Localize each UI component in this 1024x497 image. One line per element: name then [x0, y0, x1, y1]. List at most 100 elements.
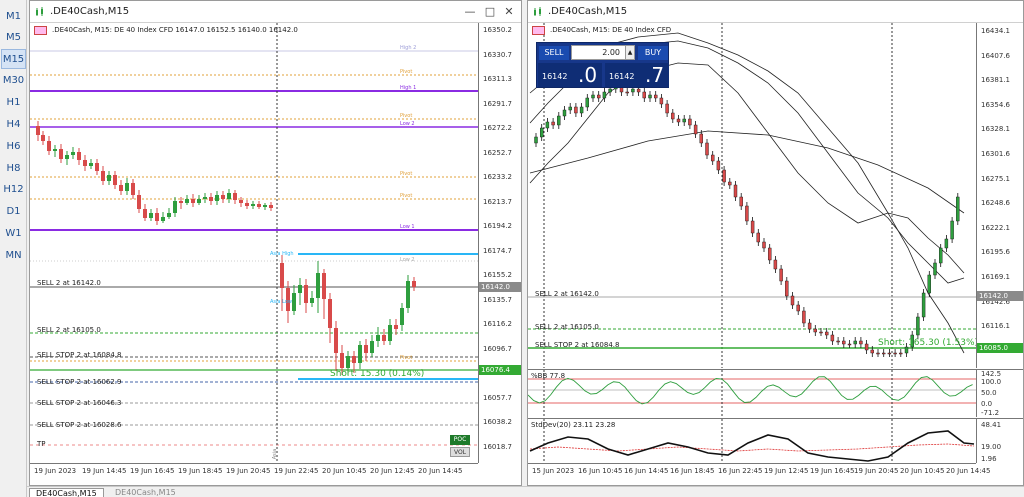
left-price-axis[interactable]: 16350.2 16330.7 16311.3 16291.7 16272.2 16252… [478, 23, 521, 463]
candle-body [41, 135, 45, 141]
timeframe-mn[interactable]: MN [5, 250, 22, 261]
right-price-chart[interactable]: .DE40Cash, M15: DE 40 Index CFD SELL 2 a… [528, 23, 978, 368]
candle-body [653, 94, 658, 99]
candle-body [280, 263, 284, 288]
tab-chart-2[interactable]: DE40Cash,M15 [115, 488, 176, 497]
time-axis-label: 19 Jun 2023 [34, 467, 77, 475]
buy-button[interactable]: BUY [638, 46, 668, 60]
timeframe-m1[interactable]: M1 [6, 11, 21, 22]
candle-body [756, 232, 761, 243]
stddev-panel-label: StdDev(20) 23.11 23.28 [531, 421, 616, 429]
volume-input[interactable]: 2.00 [571, 45, 635, 60]
candle-body [591, 94, 595, 99]
stddev-axis-label: 48.41 [981, 421, 1002, 429]
candle-body [155, 213, 159, 221]
candle-body [688, 118, 692, 126]
timeframe-h1[interactable]: H1 [6, 97, 21, 108]
minimize-icon[interactable]: — [464, 5, 476, 18]
poc-label[interactable]: POC [450, 435, 470, 445]
candle-body [77, 152, 81, 160]
bid-price-button[interactable]: 16142 .0 [538, 63, 602, 87]
timeframe-h6[interactable]: H6 [6, 141, 21, 152]
bid-price-main: 16142 [542, 72, 568, 81]
candle-body [263, 205, 267, 207]
ask-price-big: .7 [645, 63, 665, 87]
timeframe-m5[interactable]: M5 [6, 32, 21, 43]
time-axis-label: 20 Jun 12:45 [370, 467, 415, 475]
short-position-label: Short: 15.30 (0.14%) [330, 369, 425, 379]
timeframe-h4[interactable]: H4 [6, 119, 21, 130]
stddev-line [529, 430, 975, 462]
current-price-box: 16142.0 [977, 291, 1023, 301]
candle-body [113, 175, 117, 185]
timeframe-w1[interactable]: W1 [5, 228, 22, 239]
candle-body [125, 183, 129, 191]
candle-body [767, 247, 772, 261]
tab-chart-1[interactable]: DE40Cash,M15 [29, 488, 104, 497]
price-axis-label: 16272.2 [483, 124, 512, 132]
session-vline-label: Asia [272, 448, 279, 460]
price-axis-label: 16116.2 [483, 320, 512, 328]
candle-body [221, 195, 225, 199]
bb-line [528, 376, 973, 405]
candle-body [710, 154, 715, 162]
time-axis-label: 20 Jun 10:45 [900, 467, 945, 475]
candle-body [59, 149, 63, 159]
right-price-axis[interactable]: 16434.1 16407.6 16381.1 16354.6 16328.1 16301… [976, 23, 1023, 368]
candle-body [71, 152, 75, 155]
ask-price-button[interactable]: 16142 .7 [605, 63, 669, 87]
time-axis-label: 19 Jun 18:45 [178, 467, 223, 475]
price-axis-label: 16155.2 [483, 271, 512, 279]
candle-body [716, 160, 721, 171]
candle-body [579, 106, 584, 114]
timeframe-m30[interactable]: M30 [2, 75, 25, 86]
candle-body [950, 220, 954, 240]
left-time-axis[interactable]: 19 Jun 2023 19 Jun 14:45 19 Jun 16:45 19 Ju… [30, 463, 478, 485]
time-axis-label: 19 Jun 16:45 [810, 467, 855, 475]
candle-body [790, 295, 795, 306]
chart-tabs: DE40Cash,M15 DE40Cash,M15 [27, 486, 1024, 497]
left-price-chart[interactable]: .DE40Cash, M15: DE 40 Index CFD 16147.0 … [30, 23, 478, 463]
left-window-title: .DE40Cash,M15 [50, 6, 130, 17]
sell-button[interactable]: SELL [539, 46, 569, 60]
time-axis-label: 19 Jun 16:45 [130, 467, 175, 475]
timeframe-d1[interactable]: D1 [6, 206, 21, 217]
candle-body [642, 91, 647, 99]
price-axis-label: 16135.7 [483, 295, 512, 304]
candle-body [631, 88, 635, 93]
level-tag: Asia Low [270, 299, 292, 305]
price-axis-label: 16096.7 [483, 344, 512, 353]
candle-body [149, 213, 153, 218]
candle-body [334, 328, 338, 353]
candle-body [847, 343, 852, 346]
candle-body [693, 124, 698, 135]
timeframe-h12[interactable]: H12 [3, 184, 24, 195]
vol-label[interactable]: VOL [450, 447, 470, 457]
maximize-icon[interactable]: □ [484, 5, 496, 18]
candle-body [161, 217, 165, 221]
volume-up-icon[interactable]: ▲ [625, 45, 635, 60]
left-window-titlebar[interactable]: .DE40Cash,M15 — □ ✕ [30, 1, 521, 23]
candle-body [286, 288, 290, 311]
right-window-titlebar[interactable]: .DE40Cash,M15 [528, 1, 1023, 23]
candle-body [316, 273, 320, 298]
price-axis-label: 16194.2 [483, 222, 512, 230]
candle-body [728, 181, 732, 186]
stddev-indicator-panel[interactable]: StdDev(20) 23.11 23.28 [528, 418, 976, 464]
time-axis-label: 16 Jun 22:45 [718, 467, 763, 475]
timeframe-h8[interactable]: H8 [6, 163, 21, 174]
left-chart-window: .DE40Cash,M15 — □ ✕ .DE40Cash, M15: DE 4… [29, 0, 522, 486]
close-icon[interactable]: ✕ [504, 5, 514, 18]
bb-indicator-svg [528, 370, 976, 418]
price-axis-label: 16311.3 [483, 75, 512, 83]
candle-body [882, 352, 886, 355]
time-axis-label: 16 Jun 10:45 [578, 467, 623, 475]
candle-body [608, 88, 612, 93]
candle-body [203, 197, 207, 199]
timeframe-m15[interactable]: M15 [1, 49, 26, 69]
order-label: SELL STOP 2 at 16028.6 [37, 421, 122, 429]
right-time-axis[interactable]: 15 Jun 2023 16 Jun 10:45 16 Jun 14:45 16 Ju… [528, 463, 990, 485]
candle-body [574, 106, 578, 114]
bb-axis: 142.5 100.0 50.0 0.0 -71.2 [976, 369, 1023, 417]
bb-indicator-panel[interactable]: %BB 77.8 [528, 369, 976, 418]
